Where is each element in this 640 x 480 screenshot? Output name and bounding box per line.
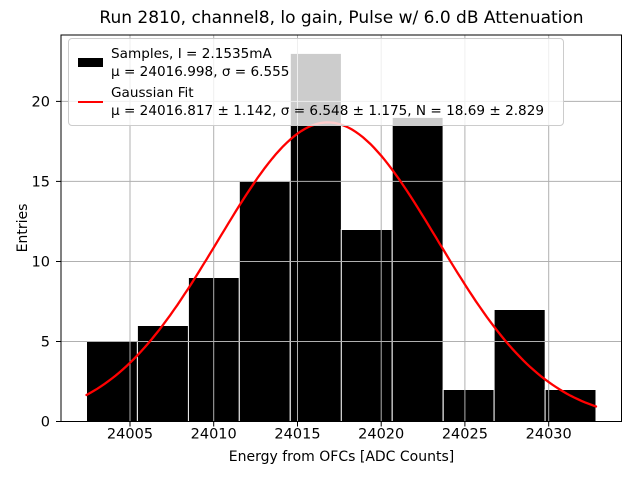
y-tick-label: 15 xyxy=(32,174,50,190)
legend: Samples, I = 2.1535mA μ = 24016.998, σ =… xyxy=(68,38,564,126)
x-tick-label: 24010 xyxy=(191,427,237,443)
y-tick-label: 20 xyxy=(32,94,50,110)
histogram-bar xyxy=(442,389,495,422)
y-tick-label: 0 xyxy=(41,415,50,431)
fit-label: Gaussian Fit xyxy=(111,84,194,101)
histogram-bar xyxy=(238,180,291,422)
samples-stats: μ = 24016.998, σ = 6.555 xyxy=(111,63,290,80)
x-tick-label: 24030 xyxy=(526,427,572,443)
y-tick-label: 10 xyxy=(32,255,50,271)
x-tick-label: 24020 xyxy=(358,427,404,443)
histogram-swatch xyxy=(78,58,103,67)
histogram-bar xyxy=(340,229,393,422)
y-tick-label: 5 xyxy=(41,335,50,351)
histogram-bar xyxy=(136,325,189,422)
chart-title: Run 2810, channel8, lo gain, Pulse w/ 6.… xyxy=(99,8,584,28)
fit-line-swatch xyxy=(78,100,103,103)
y-axis-label: Entries xyxy=(15,203,31,253)
x-tick-label: 24025 xyxy=(442,427,488,443)
histogram-bar xyxy=(391,116,444,423)
x-axis-label: Energy from OFCs [ADC Counts] xyxy=(228,449,455,465)
histogram-bar xyxy=(544,389,597,422)
samples-label: Samples, I = 2.1535mA xyxy=(111,45,272,62)
legend-text-gaussian-fit: Gaussian Fit μ = 24016.817 ± 1.142, σ = … xyxy=(111,84,544,120)
x-tick-label: 24005 xyxy=(107,427,153,443)
fit-stats: μ = 24016.817 ± 1.142, σ = 6.548 ± 1.175… xyxy=(111,102,545,119)
legend-item-gaussian-fit: Gaussian Fit μ = 24016.817 ± 1.142, σ = … xyxy=(78,84,557,120)
histogram-bar xyxy=(86,341,138,422)
axes-spines xyxy=(60,34,622,422)
legend-item-samples: Samples, I = 2.1535mA μ = 24016.998, σ =… xyxy=(78,45,557,81)
histogram-bar xyxy=(493,309,546,422)
legend-text-samples: Samples, I = 2.1535mA μ = 24016.998, σ =… xyxy=(111,45,289,81)
x-tick-label: 24015 xyxy=(274,427,320,443)
